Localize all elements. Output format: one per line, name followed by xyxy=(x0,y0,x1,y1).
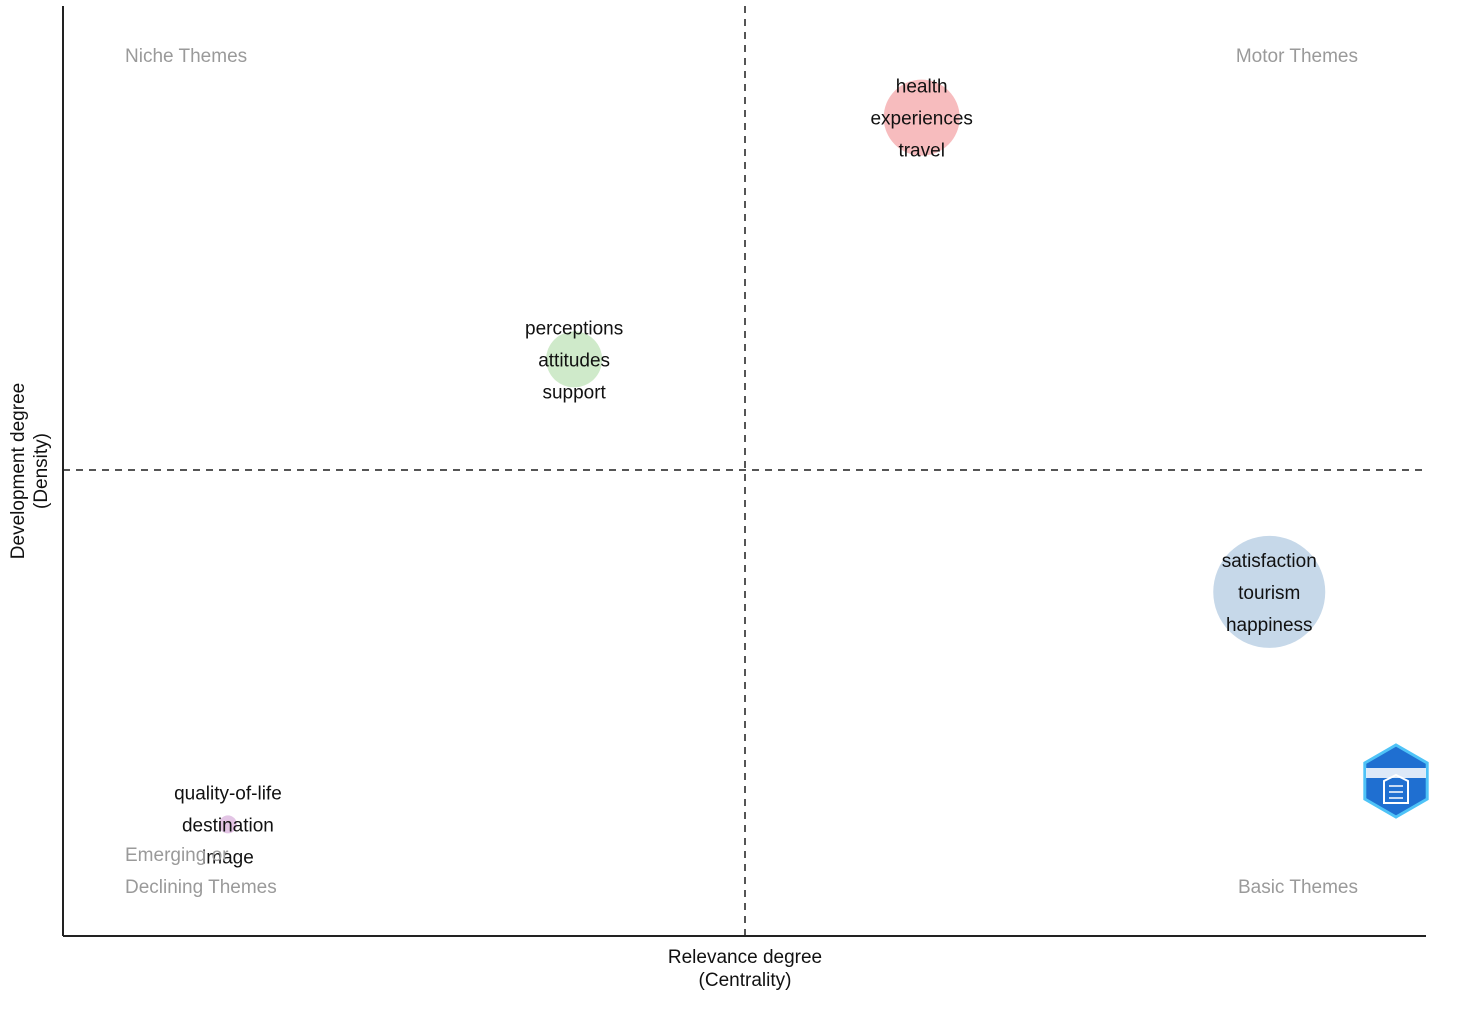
cluster-label-tourism: tourism xyxy=(1238,583,1300,604)
cluster-label-travel: travel xyxy=(898,141,944,162)
quadrant-label-basic: Basic Themes xyxy=(1238,877,1358,898)
y-axis-subtitle: (Density) xyxy=(31,433,52,509)
cluster-label-satisfaction: satisfaction xyxy=(1222,551,1317,572)
x-axis-title: Relevance degree xyxy=(668,947,822,968)
cluster-label-happiness: happiness xyxy=(1226,615,1313,636)
logo-building xyxy=(1383,773,1409,804)
quadrant-label-emerging: Emerging or xyxy=(125,845,229,866)
y-axis-title: Development degree xyxy=(8,383,29,559)
quadrant-label-motor: Motor Themes xyxy=(1236,46,1358,67)
cluster-label-perceptions: perceptions xyxy=(525,318,623,339)
y-axis-title-group: Development degree (Density) xyxy=(8,383,52,559)
cluster-label-destination: destination xyxy=(182,815,274,836)
x-axis-subtitle: (Centrality) xyxy=(699,970,792,991)
cluster-bubble-quality-of-life xyxy=(218,815,237,834)
cluster-label-quality-of-life: quality-of-life xyxy=(174,783,282,804)
cluster-label-experiences: experiences xyxy=(870,109,972,130)
logo-hexagon xyxy=(1363,743,1429,819)
cluster-label-image: image xyxy=(202,847,254,868)
cluster-bubble-perceptions xyxy=(546,331,603,388)
cluster-label-support: support xyxy=(542,382,606,403)
quadrant-label-niche: Niche Themes xyxy=(125,46,247,67)
cluster-label-attitudes: attitudes xyxy=(538,350,610,371)
quadrant-label-declining: Declining Themes xyxy=(125,877,277,898)
logo-banner xyxy=(1366,768,1426,778)
bibliometrix-logo xyxy=(1363,743,1429,819)
cluster-label-health: health xyxy=(896,77,948,98)
cluster-bubble-satisfaction xyxy=(1213,535,1326,648)
cluster-bubble-health xyxy=(883,79,960,156)
